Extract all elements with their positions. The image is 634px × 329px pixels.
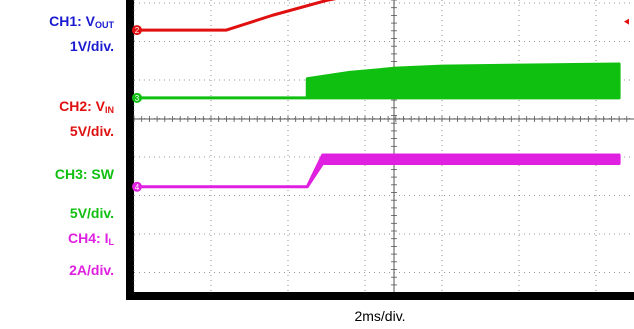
- ch4-marker-number: 4: [135, 183, 140, 192]
- graticule-area: [134, 0, 634, 292]
- oscilloscope-screen: 1234: [126, 0, 634, 300]
- ch3-label: CH3: SW: [54, 166, 114, 182]
- ch2-ground-marker: [132, 25, 142, 36]
- channel-labels: CH1: VOUT 1V/div. CH2: VIN 5V/div. CH3: …: [0, 0, 126, 300]
- waveform-traces: [132, 0, 621, 189]
- ch1-scale: 1V/div.: [69, 38, 114, 54]
- channel-markers: 1234: [132, 18, 629, 192]
- ch3-scale: 5V/div.: [69, 205, 114, 221]
- ch2-scale: 5V/div.: [69, 123, 114, 139]
- ch2-trace: [134, 0, 337, 32]
- ch4-scale: 2A/div.: [69, 262, 114, 278]
- ch4-trace: [132, 153, 621, 189]
- timebase-label: 2ms/div.: [354, 308, 406, 324]
- trigger-level-marker: [624, 18, 629, 25]
- ch2-marker-number: 2: [135, 26, 140, 35]
- ch1-label: CH1: VOUT: [49, 13, 114, 30]
- ch3-marker-number: 3: [135, 94, 140, 103]
- ch3-ground-marker: [132, 92, 142, 103]
- graticule: [133, 0, 634, 292]
- ch4-label: CH4: IL: [68, 230, 114, 247]
- ch4-ground-marker: [132, 181, 142, 192]
- ch3-trace: [132, 62, 621, 100]
- ch2-label: CH2: VIN: [59, 98, 114, 115]
